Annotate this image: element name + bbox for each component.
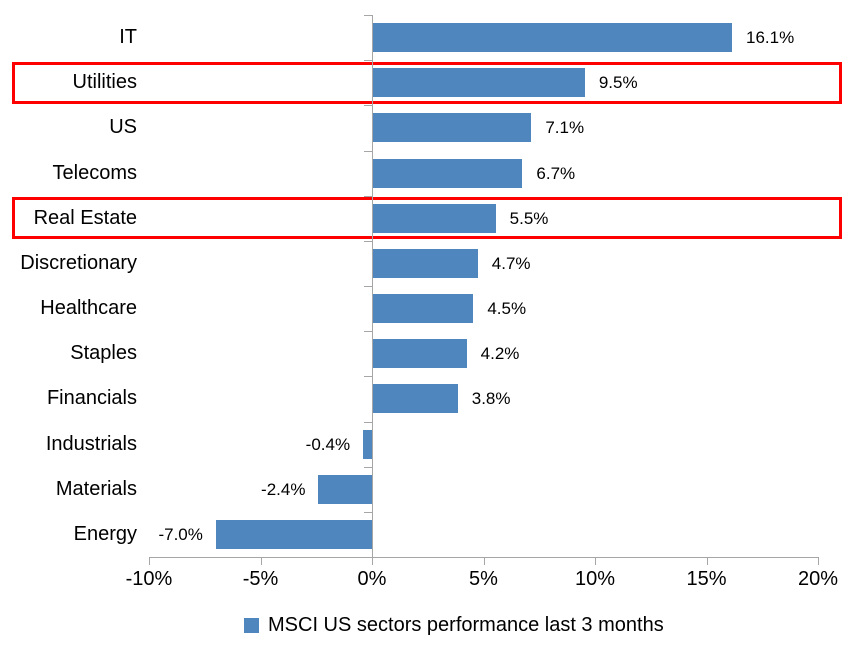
highlight-box-real-estate bbox=[12, 197, 842, 240]
bar bbox=[318, 474, 372, 504]
value-label: 16.1% bbox=[746, 28, 795, 47]
x-axis-tick bbox=[818, 557, 819, 565]
category-label: Utilities bbox=[72, 71, 137, 94]
category-label: Staples bbox=[70, 342, 137, 365]
value-label: -7.0% bbox=[158, 524, 203, 544]
value-label: 4.7% bbox=[491, 253, 531, 273]
y-axis-tick bbox=[364, 511, 372, 513]
value-label: 9.5% bbox=[598, 73, 638, 93]
y-axis-tick bbox=[364, 331, 372, 333]
x-axis-tick bbox=[483, 557, 485, 565]
category-label: Discretionary bbox=[20, 251, 137, 274]
bar bbox=[373, 384, 458, 414]
value-label: 7.1% bbox=[545, 118, 585, 138]
y-axis-tick bbox=[364, 150, 372, 152]
y-axis-tick bbox=[364, 240, 372, 242]
y-axis-tick bbox=[364, 195, 372, 197]
y-axis-tick bbox=[364, 286, 372, 287]
legend: MSCI US sectors performance last 3 month… bbox=[244, 610, 664, 640]
legend-swatch-icon bbox=[244, 617, 259, 633]
bar bbox=[373, 23, 733, 53]
zero-axis-line bbox=[372, 15, 373, 557]
category-label: US bbox=[109, 116, 137, 139]
x-axis-tick-label: 15% bbox=[686, 568, 727, 590]
bar bbox=[373, 339, 467, 369]
bar bbox=[373, 248, 478, 278]
bar bbox=[373, 294, 474, 324]
category-label: Real Estate bbox=[33, 206, 137, 229]
value-label: 3.8% bbox=[471, 389, 511, 409]
x-axis-tick-label: 0% bbox=[357, 568, 387, 590]
x-axis-tick-label: 10% bbox=[574, 568, 616, 590]
x-axis-tick bbox=[149, 557, 150, 565]
category-label: Telecoms bbox=[52, 161, 137, 184]
value-label: 5.5% bbox=[509, 208, 549, 228]
bar bbox=[363, 429, 372, 459]
x-axis-tick bbox=[372, 557, 373, 565]
y-axis-tick bbox=[364, 466, 372, 468]
x-axis-tick-label: -5% bbox=[242, 568, 279, 590]
bar bbox=[373, 158, 523, 188]
category-label: IT bbox=[119, 26, 137, 48]
bar bbox=[215, 519, 372, 549]
value-label: 6.7% bbox=[536, 163, 576, 183]
value-label: 4.2% bbox=[480, 344, 520, 364]
legend-label: MSCI US sectors performance last 3 month… bbox=[268, 613, 664, 636]
x-axis-tick bbox=[595, 557, 596, 565]
highlight-box-utilities bbox=[12, 61, 842, 104]
x-axis-tick-label: -10% bbox=[125, 568, 173, 590]
category-label: Industrials bbox=[45, 432, 137, 455]
y-axis-tick bbox=[364, 15, 372, 16]
value-label: -0.4% bbox=[305, 434, 351, 454]
category-label: Financials bbox=[46, 387, 137, 410]
y-axis-tick bbox=[364, 60, 372, 62]
y-axis-tick bbox=[364, 421, 372, 423]
bar bbox=[373, 113, 532, 143]
x-axis-tick bbox=[706, 557, 708, 565]
y-axis-tick bbox=[364, 105, 372, 107]
category-label: Materials bbox=[55, 477, 137, 500]
value-label: -2.4% bbox=[261, 479, 306, 499]
y-axis-tick bbox=[364, 376, 372, 378]
x-axis-tick-label: 5% bbox=[469, 568, 498, 590]
bar bbox=[373, 203, 496, 233]
x-axis-tick-label: 20% bbox=[797, 568, 839, 590]
category-label: Energy bbox=[73, 522, 137, 545]
x-axis-tick bbox=[260, 557, 262, 565]
category-label: Healthcare bbox=[40, 297, 137, 319]
bar bbox=[373, 68, 585, 98]
value-label: 4.5% bbox=[487, 299, 527, 318]
